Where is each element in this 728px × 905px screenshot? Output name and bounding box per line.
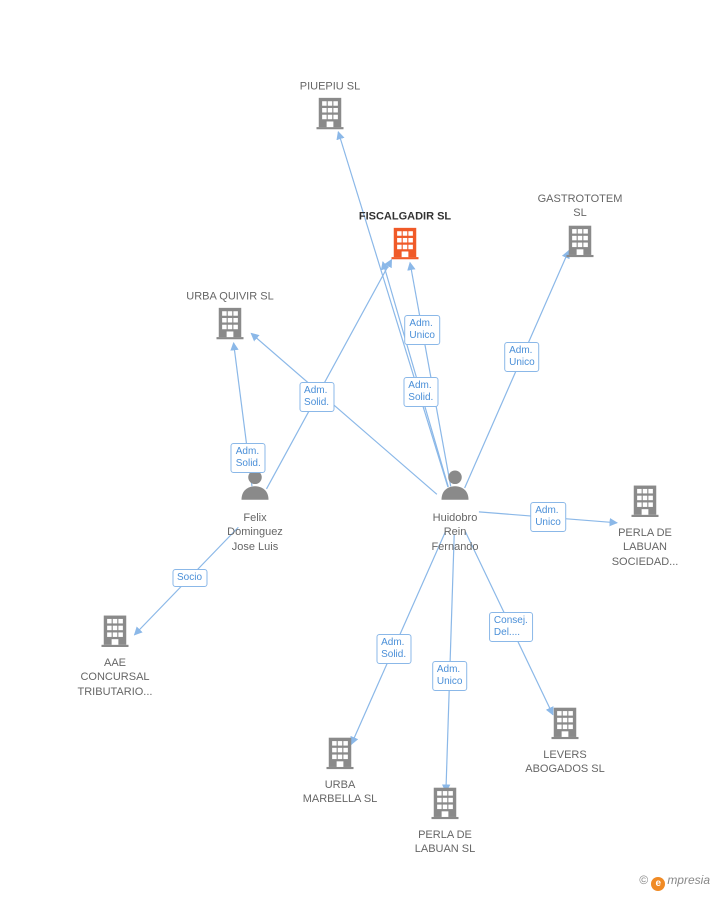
node-label: URBA QUIVIR SL: [170, 289, 290, 303]
brand-logo-icon: e: [651, 877, 665, 891]
node-piuepiu[interactable]: PIUEPIU SL: [270, 75, 390, 134]
node-label: Huidobro Rein Fernando: [395, 511, 515, 554]
node-huidobro[interactable]: Huidobro Rein Fernando: [395, 466, 515, 554]
node-label: PIUEPIU SL: [270, 79, 390, 93]
person-icon: [437, 466, 473, 502]
edge-label: Adm. Solid.: [299, 382, 334, 412]
edge-line: [383, 262, 448, 487]
building-icon: [387, 224, 423, 260]
building-icon: [322, 733, 358, 769]
node-label: PERLA DE LABUAN SL: [385, 828, 505, 857]
node-label: FISCALGADIR SL: [345, 209, 465, 223]
brand-name: mpresia: [667, 873, 710, 887]
node-levers[interactable]: LEVERS ABOGADOS SL: [505, 703, 625, 777]
edge-label: Adm. Solid.: [231, 443, 266, 473]
edge-label: Adm. Solid.: [403, 377, 438, 407]
edge-label: Consej. Del....: [489, 612, 533, 642]
edge-label: Adm. Solid.: [376, 634, 411, 664]
building-icon: [312, 94, 348, 130]
node-perlalabso[interactable]: PERLA DE LABUAN SOCIEDAD...: [585, 481, 705, 569]
node-aae[interactable]: AAE CONCURSAL TRIBUTARIO...: [55, 611, 175, 699]
node-felix[interactable]: Felix Dominguez Jose Luis: [195, 466, 315, 554]
node-urbamarb[interactable]: URBA MARBELLA SL: [280, 733, 400, 807]
building-icon: [627, 481, 663, 517]
building-icon: [562, 221, 598, 257]
network-diagram: PIUEPIU SL FISCALGADIR SL GASTROTOTEM SL: [0, 0, 728, 905]
building-icon: [547, 703, 583, 739]
edge-label: Adm. Unico: [530, 502, 566, 532]
node-urbaquivir[interactable]: URBA QUIVIR SL: [170, 285, 290, 344]
copyright: © empresia: [639, 873, 710, 891]
edge-label: Adm. Unico: [404, 315, 440, 345]
node-label: PERLA DE LABUAN SOCIEDAD...: [585, 526, 705, 569]
node-gastrototem[interactable]: GASTROTOTEM SL: [520, 188, 640, 262]
node-label: LEVERS ABOGADOS SL: [505, 748, 625, 777]
edge-line: [410, 263, 451, 487]
building-icon: [212, 304, 248, 340]
edge-line: [338, 132, 448, 487]
node-label: Felix Dominguez Jose Luis: [195, 511, 315, 554]
edge-label: Socio: [172, 569, 207, 587]
building-icon: [427, 783, 463, 819]
node-fiscalgadir[interactable]: FISCALGADIR SL: [345, 205, 465, 264]
copyright-symbol: ©: [639, 873, 648, 887]
edge-label: Adm. Unico: [504, 342, 540, 372]
edge-label: Adm. Unico: [432, 661, 468, 691]
node-label: GASTROTOTEM SL: [520, 192, 640, 221]
node-perlalab[interactable]: PERLA DE LABUAN SL: [385, 783, 505, 857]
building-icon: [97, 611, 133, 647]
node-label: AAE CONCURSAL TRIBUTARIO...: [55, 656, 175, 699]
node-label: URBA MARBELLA SL: [280, 778, 400, 807]
